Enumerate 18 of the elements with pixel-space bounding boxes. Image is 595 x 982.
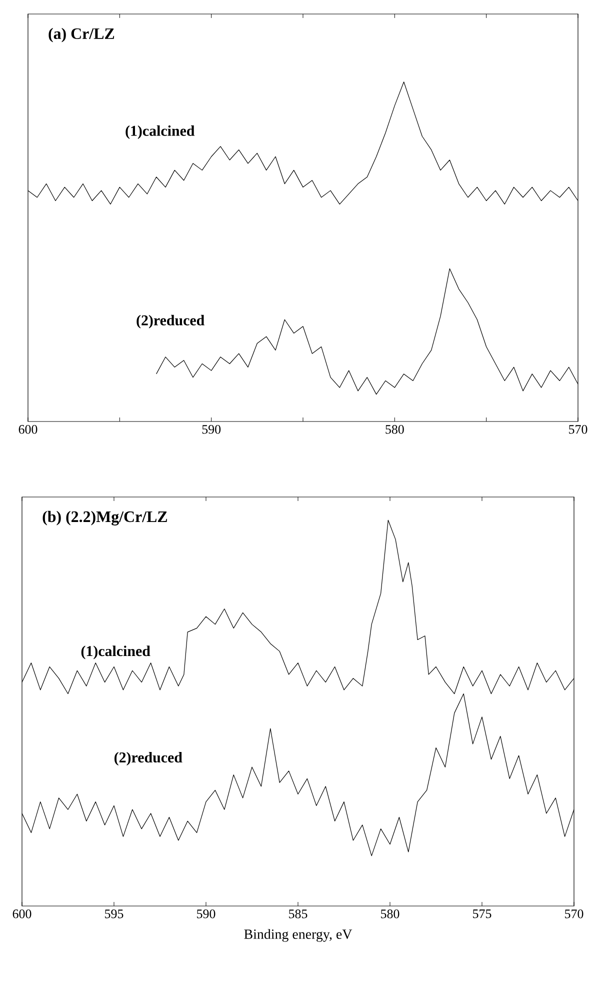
x-tick-label: 600 [12,910,32,918]
text: (2)reduced [114,752,182,766]
chart-title: (a) Cr/LZ [48,28,114,42]
x-tick-label: 570 [569,425,588,434]
x-tick-label: 580 [386,425,404,434]
series-label: (1)calcined [126,125,195,139]
x-axis-title: Binding energy, eV [244,929,352,942]
series-label: (1)calcined [81,646,150,660]
x-tick-label: 600 [18,425,38,434]
x-tick-label: 590 [202,425,221,434]
x-tick-label: 585 [289,910,308,918]
x-tick-label: 595 [105,910,124,918]
text: (2)reduced [136,314,204,328]
x-tick-label: 575 [473,910,492,918]
x-tick-label: 580 [381,910,400,918]
x-tick-label: 570 [565,910,584,918]
chart-title: (b) (2.2)Mg/Cr/LZ [42,510,168,526]
x-tick-label: 590 [197,910,216,918]
